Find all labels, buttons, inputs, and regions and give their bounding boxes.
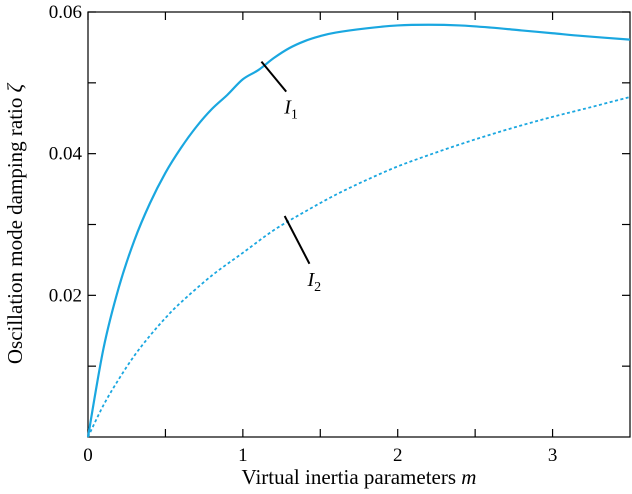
series-line-i2 — [87, 96, 631, 438]
y-tick-label: 0.06 — [49, 2, 82, 23]
y-tick-label: 0.02 — [49, 285, 82, 306]
y-tick-label: 0.04 — [49, 144, 83, 165]
x-tick-label: 2 — [393, 445, 403, 466]
label-main: I — [306, 269, 315, 291]
tick-marks — [87, 11, 630, 437]
leader-line-i1 — [260, 60, 287, 93]
plot-frame — [87, 11, 631, 438]
label-subscript: 2 — [314, 280, 321, 295]
y-axis-variable: ζ — [3, 82, 27, 92]
leader-line-i2 — [283, 215, 311, 265]
series-group — [86, 23, 631, 438]
label-subscript: 1 — [291, 108, 298, 123]
x-axis-title: Virtual inertia parameters m — [242, 465, 477, 489]
x-axis-variable: m — [461, 465, 476, 489]
label-i2: I2 — [306, 269, 321, 295]
y-axis-title: Oscillation mode damping ratio ζ — [3, 82, 27, 364]
series-line-i1 — [86, 23, 631, 438]
tick-labels: 0 1 2 3 0.02 0.04 0.06 — [49, 2, 558, 466]
x-tick-label: 0 — [83, 445, 93, 466]
x-tick-label: 1 — [238, 445, 248, 466]
label-main: I — [283, 97, 292, 119]
label-i1: I1 — [283, 97, 298, 123]
x-tick-label: 3 — [548, 445, 558, 466]
